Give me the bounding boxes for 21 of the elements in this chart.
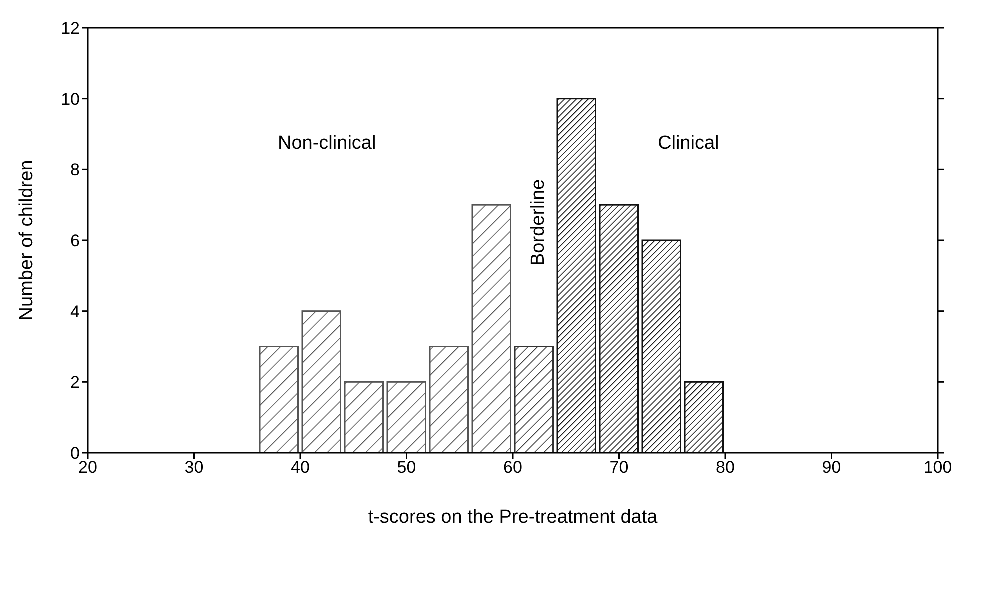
annotation: Borderline	[528, 179, 550, 266]
annotation: Non-clinical	[278, 133, 376, 155]
x-axis-title: t-scores on the Pre-treatment data	[368, 507, 658, 528]
x-tick-label: 40	[291, 458, 310, 478]
x-tick-label: 80	[716, 458, 735, 478]
x-tick-label: 20	[78, 458, 98, 478]
annotation: Clinical	[658, 133, 720, 155]
x-tick-label: 100	[924, 458, 952, 478]
x-tick-label: 70	[610, 458, 629, 478]
y-tick-label: 0	[70, 444, 80, 464]
y-tick-label: 12	[61, 19, 80, 38]
x-tick-label: 90	[822, 458, 842, 478]
y-tick-label: 2	[70, 373, 80, 392]
x-tick-label: 60	[504, 458, 522, 478]
x-tick-label: 50	[397, 458, 416, 478]
y-tick-label: 8	[70, 160, 80, 180]
y-tick-label: 6	[70, 232, 80, 251]
y-tick-label: 4	[70, 302, 80, 322]
y-tick-label: 10	[61, 90, 80, 109]
y-axis-title: Number of children	[16, 160, 38, 321]
x-tick-label: 30	[184, 458, 204, 478]
